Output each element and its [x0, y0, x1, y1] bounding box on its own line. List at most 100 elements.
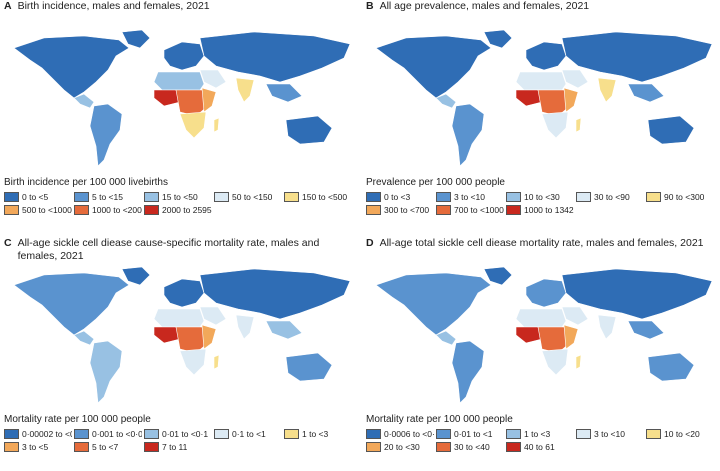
legend-item: 0·00002 to <0·001 — [4, 428, 72, 440]
legend-swatch — [4, 429, 19, 439]
legend-item: 150 to <500 — [284, 191, 352, 203]
legend-item: 90 to <300 — [646, 191, 714, 203]
panel-title: A Birth incidence, males and females, 20… — [4, 0, 356, 26]
legend-swatch — [436, 192, 451, 202]
legend-item: 500 to <1000 — [4, 204, 72, 216]
legend-item: 3 to <10 — [436, 191, 504, 203]
world-map — [13, 266, 351, 404]
region-australia — [285, 352, 333, 382]
legend-swatch — [144, 192, 159, 202]
region-southeast-asia — [265, 83, 303, 103]
legend-title: Mortality rate per 100 000 people — [4, 414, 151, 425]
legend-swatch — [646, 429, 661, 439]
region-central-africa — [175, 89, 209, 117]
legend-swatch — [214, 429, 229, 439]
legend-item: 5 to <7 — [74, 441, 142, 453]
legend-swatch — [74, 205, 89, 215]
legend-swatch — [144, 429, 159, 439]
legend-label: 40 to 61 — [524, 442, 555, 452]
legend-swatch — [74, 442, 89, 452]
legend-swatch — [506, 205, 521, 215]
legend-item: 10 to <30 — [506, 191, 574, 203]
legend: 0 to <3 3 to <10 10 to <30 30 to <90 90 to <… — [366, 191, 718, 217]
region-southeast-asia — [627, 83, 665, 103]
legend-item: 3 to <10 — [576, 428, 644, 440]
panel-title-text: All-age sickle cell diease cause-specifi… — [17, 237, 320, 262]
legend-item: 2000 to 2595 — [144, 204, 212, 216]
region-central-america — [73, 93, 95, 109]
panel-b: B All age prevalence, males and females,… — [366, 0, 718, 217]
legend-swatch — [506, 442, 521, 452]
region-southern-africa — [541, 111, 569, 139]
legend-label: 30 to <40 — [454, 442, 490, 452]
region-middle-east — [199, 69, 227, 89]
legend-label: 0·01 to <1 — [454, 429, 493, 439]
legend-item: 30 to <90 — [576, 191, 644, 203]
region-north-africa — [515, 71, 567, 91]
legend-item: 40 to 61 — [506, 441, 574, 453]
legend-item: 1000 to 1342 — [506, 204, 574, 216]
region-west-africa — [153, 326, 181, 344]
legend-swatch — [4, 205, 19, 215]
legend-label: 50 to <150 — [232, 192, 273, 202]
legend-title: Mortality rate per 100 000 people — [366, 414, 513, 425]
region-southeast-asia — [265, 320, 303, 340]
panel-title: D All-age total sickle cell diease morta… — [366, 237, 718, 263]
legend-swatch — [366, 429, 381, 439]
panel-title-text: All age prevalence, males and females, 2… — [379, 0, 590, 12]
legend-label: 1 to <3 — [302, 429, 329, 439]
region-europe — [525, 41, 567, 71]
region-south-america — [451, 340, 485, 404]
legend-label: 30 to <90 — [594, 192, 630, 202]
legend-swatch — [506, 429, 521, 439]
legend-label: 2000 to 2595 — [162, 205, 212, 215]
region-madagascar — [575, 354, 582, 370]
region-middle-east — [561, 69, 589, 89]
legend-label: 500 to <1000 — [22, 205, 72, 215]
region-southeast-asia — [627, 320, 665, 340]
region-india — [597, 77, 617, 103]
region-north-america — [13, 35, 130, 99]
legend-label: 0·00002 to <0·001 — [22, 429, 72, 439]
legend-swatch — [436, 429, 451, 439]
panel-letter: D — [366, 237, 374, 249]
legend-swatch — [4, 442, 19, 452]
panel-title: C All-age sickle cell diease cause-speci… — [4, 237, 356, 263]
legend-title: Birth incidence per 100 000 livebirths — [4, 177, 168, 188]
region-central-africa — [537, 89, 571, 117]
panel-c: C All-age sickle cell diease cause-speci… — [4, 237, 356, 454]
region-east-africa — [563, 324, 579, 350]
legend-swatch — [436, 205, 451, 215]
legend-swatch — [214, 192, 229, 202]
region-australia — [647, 115, 695, 145]
region-greenland — [121, 266, 151, 286]
legend: 0·00002 to <0·001 0·001 to <0·01 0·01 to <… — [4, 428, 356, 454]
region-southern-africa — [541, 348, 569, 376]
legend-item: 300 to <700 — [366, 204, 434, 216]
region-north-america — [375, 35, 492, 99]
legend-item: 0·0006 to <0·01 — [366, 428, 434, 440]
world-map — [375, 266, 713, 404]
legend-swatch — [366, 192, 381, 202]
legend-label: 1000 to 1342 — [524, 205, 574, 215]
legend-label: 5 to <15 — [92, 192, 123, 202]
panel-a: A Birth incidence, males and females, 20… — [4, 0, 356, 217]
region-west-africa — [515, 89, 543, 107]
legend-swatch — [366, 205, 381, 215]
region-greenland — [483, 266, 513, 286]
legend-item: 0·01 to <1 — [436, 428, 504, 440]
world-map — [13, 29, 351, 167]
legend-swatch — [144, 442, 159, 452]
region-central-africa — [175, 326, 209, 354]
legend-swatch — [576, 429, 591, 439]
region-southern-africa — [179, 111, 207, 139]
region-east-africa — [201, 324, 217, 350]
legend-title: Prevalence per 100 000 people — [366, 177, 505, 188]
legend-label: 10 to <20 — [664, 429, 700, 439]
legend-label: 10 to <30 — [524, 192, 560, 202]
panel-title-text: Birth incidence, males and females, 2021 — [17, 0, 210, 12]
region-west-africa — [153, 89, 181, 107]
region-southern-africa — [179, 348, 207, 376]
legend-swatch — [4, 192, 19, 202]
region-europe — [163, 41, 205, 71]
